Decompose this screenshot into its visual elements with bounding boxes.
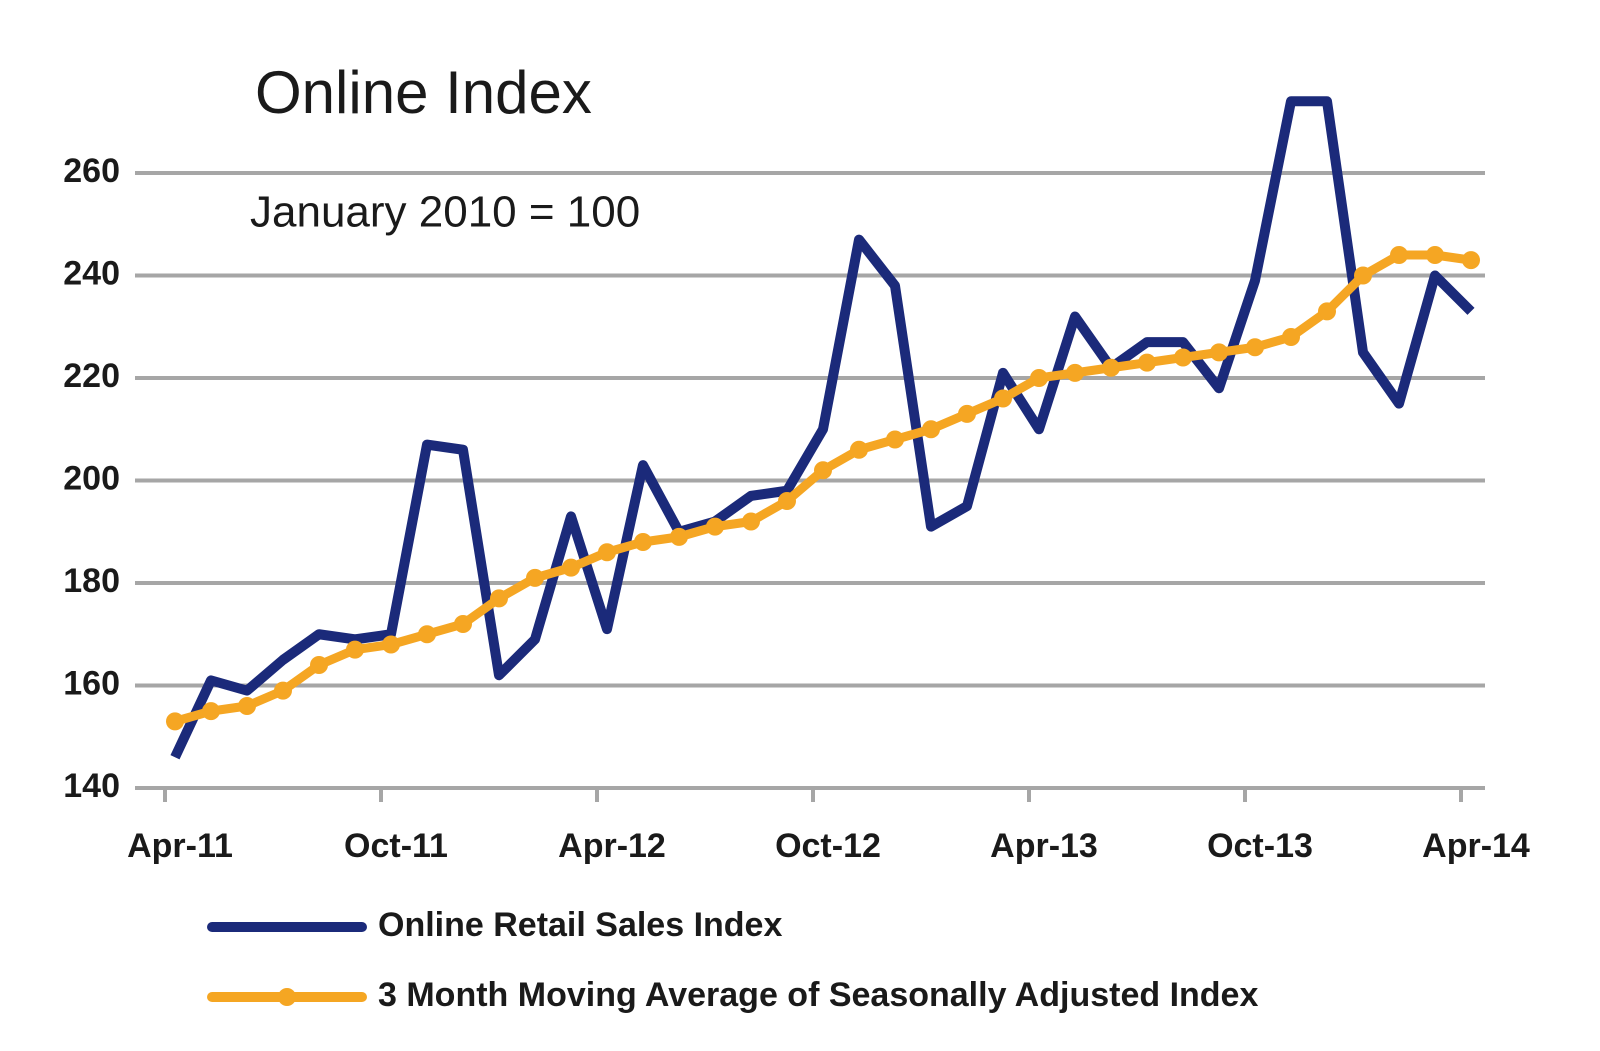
x-tick-label: Oct-11 [344,827,448,865]
series-line [173,250,1472,726]
y-tick-label: 200 [63,459,120,497]
series-marker [418,625,436,644]
series-marker [562,558,580,577]
legend-label: 3 Month Moving Average of Seasonally Adj… [378,976,1258,1014]
x-tick-label: Apr-12 [558,827,666,865]
series-marker [238,697,256,715]
series-marker [166,712,184,731]
series-marker [202,702,220,721]
x-tick-label: Oct-12 [775,827,881,865]
series-marker [886,430,904,449]
series-marker [598,543,616,562]
series-marker [1138,353,1156,372]
series-marker [454,615,472,633]
series-marker [382,635,400,654]
legend-label: Online Retail Sales Index [378,906,782,944]
x-tick-label: Oct-13 [1207,827,1313,865]
series-marker [274,681,292,700]
chart-subtitle: January 2010 = 100 [250,188,640,237]
series-marker [958,404,976,423]
series-marker [850,440,868,459]
series-marker [1066,363,1084,382]
y-tick-label: 180 [63,562,120,600]
y-tick-label: 220 [63,357,120,395]
series-marker [634,533,652,551]
series-marker [1462,251,1480,270]
series-marker [1282,328,1300,346]
series-marker [814,461,832,480]
series-marker [778,492,796,510]
y-tick-label: 260 [63,152,120,190]
series-marker [706,517,724,536]
series-marker [1246,338,1264,357]
y-tick-label: 160 [63,664,120,702]
legend-marker [278,988,296,1006]
y-tick-label: 240 [63,254,120,292]
x-tick-label: Apr-13 [990,827,1098,865]
y-tick-label: 140 [63,767,120,805]
x-tick-label: Apr-11 [127,827,233,865]
series-line [170,96,1475,760]
series-marker [1210,343,1228,362]
series-marker [1030,369,1048,387]
series-marker [994,389,1012,408]
series-marker [742,512,760,531]
series-marker [1102,358,1120,377]
series-marker [1426,246,1444,264]
series-marker [1354,266,1372,285]
series-marker [310,656,328,674]
series-marker [1174,348,1192,367]
series-marker [670,527,688,546]
x-tick-label: Apr-14 [1422,827,1530,865]
series-marker [526,568,544,587]
chart-title: Online Index [255,59,592,126]
series-marker [490,589,508,608]
series-marker [922,420,940,439]
series-marker [1390,246,1408,264]
series-marker [1318,302,1336,321]
series-marker [346,640,364,659]
